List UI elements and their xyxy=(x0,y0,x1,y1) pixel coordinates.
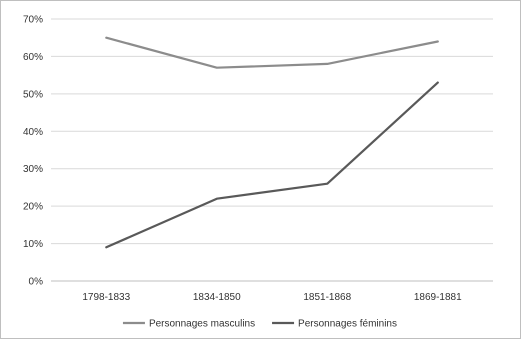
y-tick-label: 20% xyxy=(23,202,43,213)
y-tick-label: 70% xyxy=(23,15,43,26)
legend-label-0: Personnages masculins xyxy=(149,319,255,330)
x-tick-label: 1851-1868 xyxy=(303,292,351,303)
series-lines xyxy=(105,36,439,249)
x-tick-label: 1869-1881 xyxy=(414,292,462,303)
x-tick-label: 1834-1850 xyxy=(193,292,241,303)
series-line-0 xyxy=(105,36,439,69)
legend: Personnages masculins Personnages féminin… xyxy=(122,319,397,330)
y-tick-label: 0% xyxy=(29,277,44,288)
y-tick-label: 40% xyxy=(23,127,43,138)
y-axis-tick-labels: 0% 10% 20% 30% 40% 50% 60% 70% xyxy=(23,15,43,288)
x-axis-tick-labels: 1798-1833 1834-1850 1851-1868 1869-1881 xyxy=(82,292,462,303)
y-tick-label: 10% xyxy=(23,239,43,250)
y-tick-label: 60% xyxy=(23,52,43,63)
legend-label-1: Personnages féminins xyxy=(298,319,397,330)
x-tick-label: 1798-1833 xyxy=(82,292,130,303)
y-tick-label: 30% xyxy=(23,164,43,175)
grid-lines xyxy=(51,18,493,245)
series-line-1 xyxy=(105,81,439,249)
y-tick-label: 50% xyxy=(23,89,43,100)
